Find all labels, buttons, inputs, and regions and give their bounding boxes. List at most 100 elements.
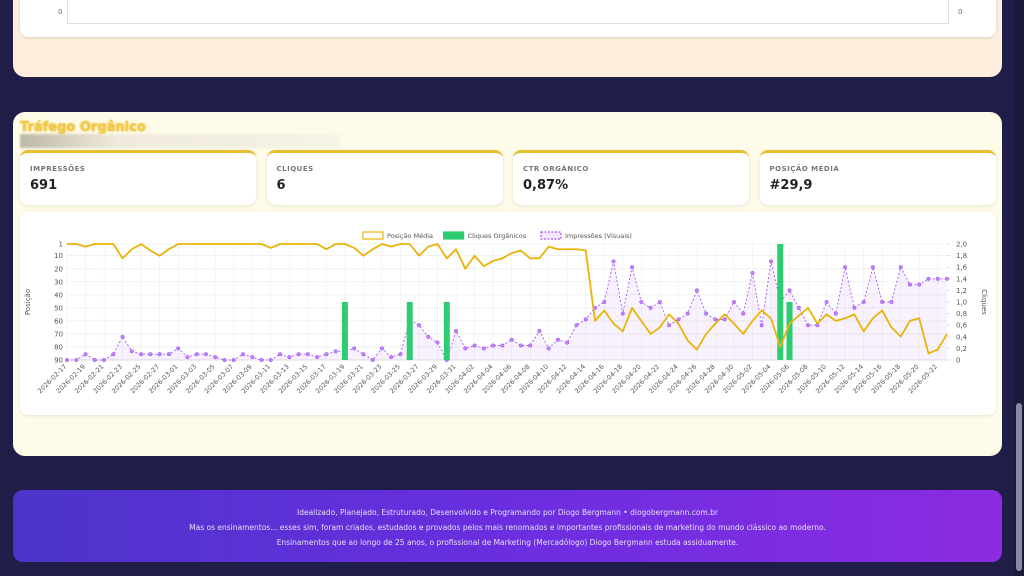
impressions-point — [870, 265, 875, 270]
impressions-point — [481, 346, 486, 351]
impressions-point — [352, 346, 357, 351]
footer-line: Ensinamentos que ao longo de 25 anos, o … — [276, 538, 739, 547]
position-line — [67, 243, 948, 355]
impressions-point — [194, 352, 199, 357]
impressions-point — [139, 352, 144, 357]
y-tick-label: 30 — [54, 278, 63, 286]
scrollbar[interactable] — [1014, 0, 1024, 576]
impressions-point — [398, 352, 403, 357]
y-tick-label: 50 — [54, 304, 63, 312]
kpi-card: CLIQUES 6 — [266, 150, 503, 205]
scrollbar-thumb[interactable] — [1016, 403, 1022, 571]
impressions-point — [120, 334, 125, 339]
impressions-area — [67, 261, 947, 360]
impressions-point — [528, 343, 533, 348]
kpi-label: POSIÇÃO MÉDIA — [769, 165, 840, 173]
clicks-bar — [341, 302, 348, 360]
impressions-point — [750, 271, 755, 276]
impressions-point — [231, 357, 236, 362]
y-tick-label: 60 — [54, 317, 63, 325]
impressions-point — [926, 276, 931, 281]
impressions-point — [213, 355, 218, 360]
impressions-point — [509, 337, 514, 342]
impressions-point — [157, 352, 162, 357]
axis-label: 0 — [58, 8, 63, 16]
kpi-value: #29,9 — [769, 178, 813, 193]
chart: 1 10 20 30 40 50 60 70 80 90 0 0,2 0,4 0,6 0,8 1,0 1,2 1,… — [24, 231, 988, 395]
clicks-bar — [786, 302, 793, 360]
impressions-point — [296, 352, 301, 357]
impressions-point — [83, 352, 88, 357]
impressions-point — [65, 357, 70, 362]
y2-tick-label: 1,0 — [956, 299, 967, 307]
impressions-point — [806, 323, 811, 328]
axis-label: 0 — [958, 8, 963, 16]
impressions-point — [713, 317, 718, 322]
impressions-point — [500, 343, 505, 348]
impressions-point — [491, 343, 496, 348]
impressions-point — [639, 299, 644, 304]
impressions-point — [898, 265, 903, 270]
y-tick-label: 10 — [54, 252, 63, 260]
kpi-card: IMPRESSÕES 691 — [20, 150, 256, 205]
impressions-point — [417, 323, 422, 328]
impressions-point — [667, 323, 672, 328]
impressions-point — [731, 299, 736, 304]
y-tick-label: 90 — [54, 357, 63, 365]
y2-tick-label: 0 — [956, 357, 960, 365]
impressions-point — [435, 340, 440, 345]
impressions-point — [278, 352, 283, 357]
section-title: Tráfego Orgânico — [20, 120, 146, 135]
kpi-label: IMPRESSÕES — [30, 165, 86, 173]
impressions-point — [315, 355, 320, 360]
impressions-point — [583, 317, 588, 322]
clicks-bar — [406, 302, 413, 360]
impressions-point — [148, 352, 153, 357]
top-chart-card: 0 0 — [20, 0, 996, 37]
kpi-value: 691 — [30, 178, 58, 193]
impressions-point — [518, 343, 523, 348]
impressions-point — [454, 328, 459, 333]
impressions-point — [917, 282, 922, 287]
chart-card: 1 10 20 30 40 50 60 70 80 90 0 0,2 0,4 0,6 0,8 1,0 1,2 1,… — [20, 212, 996, 415]
y2-tick-label: 1,8 — [956, 252, 967, 260]
impressions-point — [657, 299, 662, 304]
impressions-point — [574, 323, 579, 328]
impressions-point — [555, 337, 560, 342]
impressions-point — [129, 349, 134, 354]
impressions-point — [787, 288, 792, 293]
impressions-point — [722, 317, 727, 322]
y2-tick-label: 1,6 — [956, 264, 968, 272]
impressions-point — [824, 299, 829, 304]
footer-line: Mas os ensinamentos... esses sim, foram … — [189, 523, 826, 532]
y2-tick-label: 0,4 — [956, 333, 968, 341]
impressions-point — [852, 305, 857, 310]
impressions-point — [676, 317, 681, 322]
impressions-point — [222, 357, 227, 362]
y-tick-label: 80 — [54, 343, 63, 351]
impressions-point — [333, 349, 338, 354]
y2-axis-title: Cliques — [980, 289, 988, 315]
impressions-point — [935, 276, 940, 281]
impressions-point — [796, 305, 801, 310]
legend-swatch — [540, 231, 562, 240]
legend-label: Posição Média — [387, 232, 433, 240]
impressions-point — [861, 299, 866, 304]
impressions-point — [240, 352, 245, 357]
kpi-card: CTR ORGÂNICO 0,87% — [513, 150, 749, 205]
impressions-point — [704, 311, 709, 316]
impressions-point — [602, 299, 607, 304]
legend-label: Impressões (Visuais) — [565, 232, 632, 240]
impressions-point — [203, 352, 208, 357]
legend-swatch — [362, 231, 384, 240]
blurred-subtitle — [20, 134, 340, 148]
impressions-point — [620, 311, 625, 316]
clicks-bar — [443, 302, 450, 360]
impressions-point — [185, 355, 190, 360]
impressions-point — [176, 346, 181, 351]
impressions-point — [945, 276, 950, 281]
impressions-point — [370, 357, 375, 362]
y2-tick-label: 0,2 — [956, 345, 967, 353]
impressions-point — [889, 299, 894, 304]
